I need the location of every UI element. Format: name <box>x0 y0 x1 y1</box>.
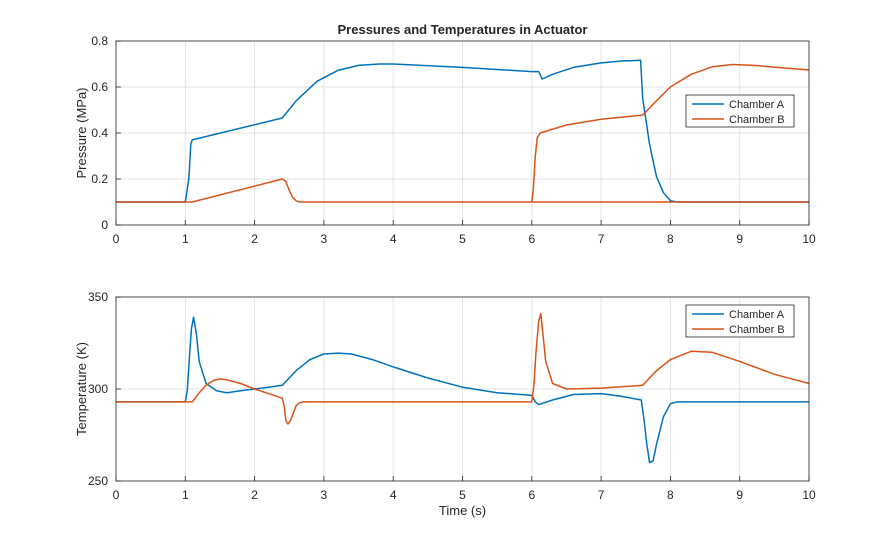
temperature-x-tick-label: 7 <box>598 488 605 502</box>
temperature-x-tick-label: 4 <box>390 488 397 502</box>
temperature-chamber-a-line <box>116 316 809 464</box>
pressure-x-tick-label: 7 <box>598 232 605 246</box>
temperature-x-tick-label: 3 <box>321 488 328 502</box>
temperature-y-tick-label: 300 <box>88 382 108 396</box>
pressure-legend-box <box>685 94 795 128</box>
chart-title: Pressures and Temperatures in Actuator <box>338 22 588 37</box>
pressure-ticks: 0 1 2 3 4 5 6 7 8 9 10 0 0.2 0.4 0.6 0.8 <box>91 34 816 246</box>
temperature-x-tick-label: 0 <box>113 488 120 502</box>
pressure-y-axis-label: Pressure (MPa) <box>74 87 89 178</box>
pressure-x-tick-label: 2 <box>251 232 258 246</box>
temperature-legend-box <box>685 304 795 338</box>
temperature-legend-label-chamber-a: Chamber A <box>729 309 785 321</box>
temperature-x-tick-label: 5 <box>459 488 466 502</box>
pressure-x-tick-label: 6 <box>528 232 535 246</box>
pressure-axes: 0 1 2 3 4 5 6 7 8 9 10 0 0.2 0.4 0.6 0.8 Pressures and … <box>74 22 816 246</box>
temperature-legend-label-chamber-b: Chamber B <box>729 324 785 336</box>
pressure-legend-label-chamber-b: Chamber B <box>729 114 785 126</box>
temperature-y-tick-label: 350 <box>88 290 108 304</box>
pressure-y-tick-label: 0.8 <box>91 34 108 48</box>
temperature-x-tick-label: 2 <box>251 488 258 502</box>
temperature-x-tick-label: 9 <box>736 488 743 502</box>
pressure-x-tick-label: 3 <box>321 232 328 246</box>
pressure-x-tick-label: 9 <box>736 232 743 246</box>
temperature-axis-box <box>115 296 810 482</box>
pressure-y-tick-label: 0.2 <box>91 172 108 186</box>
pressure-x-tick-label: 0 <box>113 232 120 246</box>
pressure-x-tick-label: 5 <box>459 232 466 246</box>
temperature-x-tick-label: 6 <box>528 488 535 502</box>
pressure-legend[interactable]: Chamber A Chamber B <box>685 94 795 128</box>
temperature-y-axis-label: Temperature (K) <box>74 342 89 436</box>
temperature-legend[interactable]: Chamber A Chamber B <box>685 304 795 338</box>
temperature-x-tick-label: 1 <box>182 488 189 502</box>
pressure-y-tick-label: 0.4 <box>91 126 108 140</box>
temperature-ticks: 0 1 2 3 4 5 6 7 8 9 10 250 300 350 <box>88 290 816 502</box>
pressure-chamber-b-line <box>116 178 809 203</box>
pressure-x-tick-label: 4 <box>390 232 397 246</box>
pressure-x-tick-label: 1 <box>182 232 189 246</box>
temperature-x-tick-label: 8 <box>667 488 674 502</box>
temperature-series <box>116 312 810 464</box>
pressure-chamber-a-line <box>116 59 809 203</box>
pressure-axis-box <box>115 40 810 226</box>
pressure-legend-label-chamber-a: Chamber A <box>729 99 785 111</box>
pressure-chamber-b-line-segment-2 <box>531 63 810 203</box>
time-x-axis-label: Time (s) <box>439 503 486 518</box>
temperature-y-tick-label: 250 <box>88 474 108 488</box>
temperature-axes: 0 1 2 3 4 5 6 7 8 9 10 250 300 350 Time (s) Temperatu… <box>74 290 816 518</box>
pressure-x-tick-label: 8 <box>667 232 674 246</box>
pressure-y-tick-label: 0 <box>101 218 108 232</box>
temperature-x-tick-label: 10 <box>802 488 816 502</box>
temperature-chamber-b-line <box>116 312 810 425</box>
pressure-x-tick-label: 10 <box>802 232 816 246</box>
pressure-series <box>116 59 810 203</box>
pressure-y-tick-label: 0.6 <box>91 80 108 94</box>
